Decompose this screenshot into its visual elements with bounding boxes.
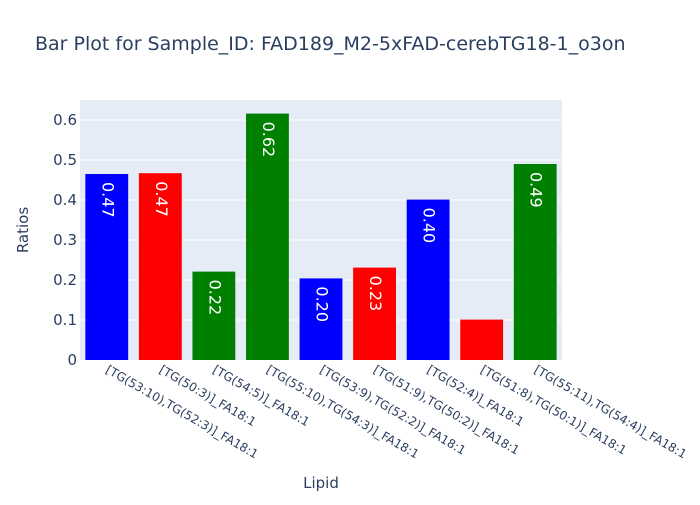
bar — [192, 271, 236, 360]
bar — [460, 319, 504, 360]
bar — [299, 278, 343, 360]
bar-data-label: 0.23 — [366, 276, 385, 312]
bar — [85, 174, 129, 360]
bar — [138, 173, 182, 360]
bars — [85, 113, 557, 360]
chart-title: Bar Plot for Sample_ID: FAD189_M2-5xFAD-… — [35, 33, 625, 55]
y-tick-label: 0 — [67, 351, 77, 369]
y-axis-title: Ratios — [14, 207, 32, 254]
y-tick-label: 0.3 — [53, 231, 77, 249]
bar-data-label: 0.47 — [98, 182, 117, 218]
bar — [353, 267, 396, 360]
y-axis-ticks: 0 0.1 0.2 0.3 0.4 0.5 0.6 — [53, 111, 77, 369]
bar-data-label: 0.20 — [313, 286, 332, 322]
bar-data-label: 0.49 — [527, 172, 546, 208]
bar-data-label: 0.22 — [205, 280, 224, 316]
bar — [406, 199, 450, 360]
x-axis-ticks: [TG(53:10),TG(52:3)]_FA18:1[TG(50:3)]_FA… — [103, 362, 689, 461]
x-axis-title: Lipid — [303, 474, 339, 492]
bar-data-label: 0.47 — [152, 181, 171, 217]
y-tick-label: 0.4 — [53, 191, 77, 209]
bar — [246, 113, 289, 360]
y-tick-label: 0.2 — [53, 271, 77, 289]
y-tick-label: 0.1 — [53, 311, 77, 329]
y-tick-label: 0.5 — [53, 151, 77, 169]
x-tick-label: [TG(54:5)]_FA18:1 — [210, 362, 312, 429]
bar-data-label: 0.62 — [259, 122, 278, 158]
y-tick-label: 0.6 — [53, 111, 77, 129]
data-labels: 0.47 0.47 0.22 0.62 0.20 0.23 0.40 0.49 — [98, 122, 545, 322]
bar-data-label: 0.40 — [420, 208, 439, 244]
bar — [513, 164, 557, 360]
